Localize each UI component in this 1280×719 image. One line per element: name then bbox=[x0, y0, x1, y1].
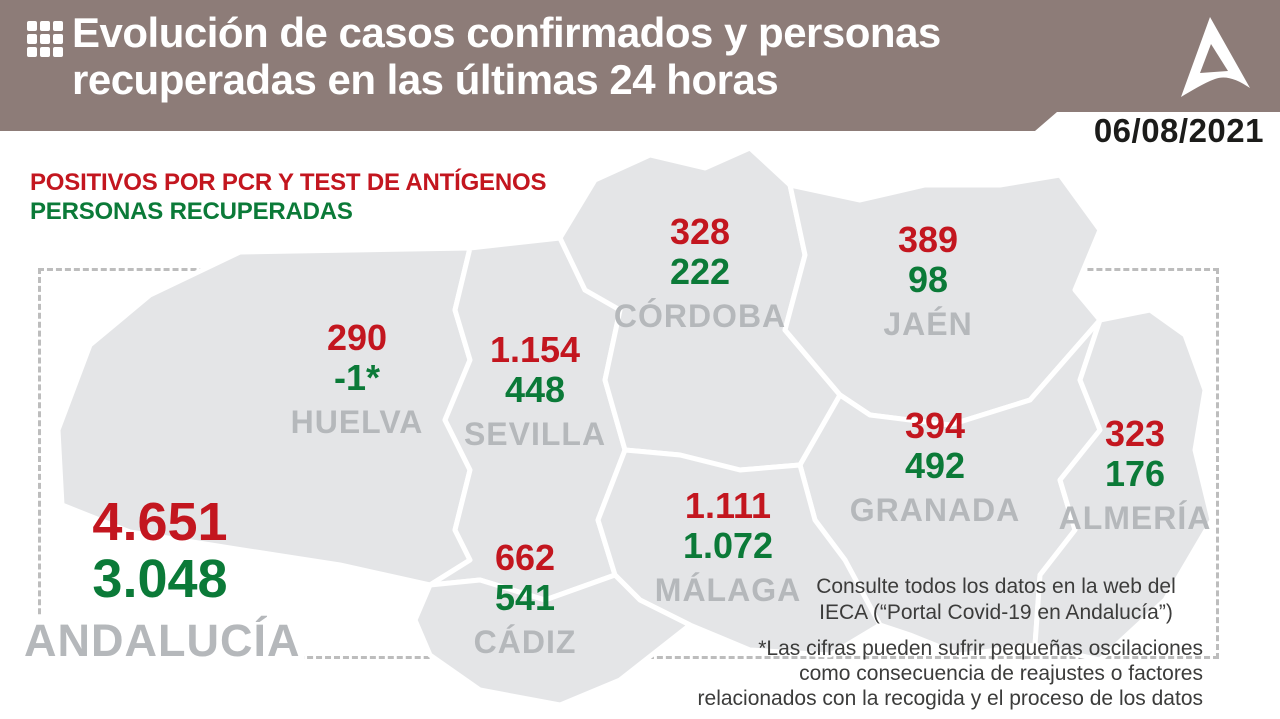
province-positives: 394 bbox=[904, 405, 966, 446]
region-total-andalucia: 4.651 3.048 ANDALUCÍA bbox=[20, 492, 305, 666]
province-recovered: 222 bbox=[669, 251, 731, 292]
province-positives: 1.154 bbox=[489, 329, 581, 370]
province-sevilla: 1.154 448 SEVILLA bbox=[463, 329, 607, 453]
page-title-line2: recuperadas en las últimas 24 horas bbox=[72, 56, 779, 103]
province-recovered: 448 bbox=[504, 369, 566, 410]
total-name: ANDALUCÍA bbox=[20, 616, 305, 666]
date-label: 06/08/2021 bbox=[1093, 112, 1264, 149]
province-recovered: -1* bbox=[333, 357, 381, 398]
province-almeria: 323 176 ALMERÍA bbox=[1058, 413, 1212, 537]
province-recovered: 541 bbox=[494, 577, 556, 618]
disclaimer-line2: como consecuencia de reajustes o factore… bbox=[799, 662, 1203, 685]
total-recovered: 3.048 bbox=[92, 549, 228, 609]
province-recovered: 1.072 bbox=[682, 525, 774, 566]
consult-note: Consulte todos los datos en la web del I… bbox=[790, 574, 1202, 626]
province-name: GRANADA bbox=[849, 492, 1021, 528]
province-positives: 662 bbox=[494, 537, 556, 578]
province-recovered: 98 bbox=[907, 259, 949, 300]
disclaimer-line1: *Las cifras pueden sufrir pequeñas oscil… bbox=[758, 637, 1203, 660]
page-title-line1: Evolución de casos confirmados y persona… bbox=[72, 9, 941, 56]
page-title: Evolución de casos confirmados y persona… bbox=[72, 9, 941, 103]
province-name: JAÉN bbox=[883, 306, 973, 342]
map-province-cadiz-shape bbox=[412, 572, 693, 708]
province-recovered: 492 bbox=[904, 445, 966, 486]
province-positives: 1.111 bbox=[684, 485, 772, 526]
province-name: HUELVA bbox=[290, 404, 424, 440]
legend-recovered: PERSONAS RECUPERADAS bbox=[30, 198, 353, 225]
disclaimer-line3: relacionados con la recogida y el proces… bbox=[697, 687, 1203, 710]
province-malaga: 1.111 1.072 MÁLAGA bbox=[654, 485, 802, 609]
total-positives: 4.651 bbox=[92, 492, 228, 552]
province-jaen: 389 98 JAÉN bbox=[883, 219, 973, 343]
consult-note-line2: IECA (“Portal Covid-19 en Andalucía”) bbox=[819, 601, 1173, 624]
province-recovered: 176 bbox=[1104, 453, 1166, 494]
date-notch bbox=[1035, 112, 1280, 131]
grid-icon bbox=[27, 21, 63, 57]
map-province-almeria-shape bbox=[1032, 307, 1215, 663]
province-huelva: 290 -1* HUELVA bbox=[290, 317, 424, 441]
province-positives: 323 bbox=[1104, 413, 1166, 454]
province-name: CÓRDOBA bbox=[613, 298, 787, 334]
province-positives: 290 bbox=[326, 317, 388, 358]
junta-de-andalucia-a-logo bbox=[1181, 17, 1250, 97]
province-name: SEVILLA bbox=[463, 416, 607, 452]
province-positives: 328 bbox=[669, 211, 731, 252]
province-positives: 389 bbox=[897, 219, 959, 260]
province-name: CÁDIZ bbox=[473, 624, 577, 660]
province-granada: 394 492 GRANADA bbox=[849, 405, 1021, 529]
province-name: ALMERÍA bbox=[1058, 500, 1212, 536]
disclaimer-note: *Las cifras pueden sufrir pequeñas oscil… bbox=[698, 636, 1203, 711]
province-name: MÁLAGA bbox=[654, 572, 802, 608]
legend: POSITIVOS POR PCR Y TEST DE ANTÍGENOS PE… bbox=[30, 168, 546, 226]
province-cordoba: 328 222 CÓRDOBA bbox=[613, 211, 787, 335]
header-banner: Evolución de casos confirmados y persona… bbox=[0, 0, 1280, 131]
legend-positives: POSITIVOS POR PCR Y TEST DE ANTÍGENOS bbox=[30, 169, 547, 196]
consult-note-line1: Consulte todos los datos en la web del bbox=[816, 575, 1176, 598]
province-cadiz: 662 541 CÁDIZ bbox=[473, 537, 577, 661]
